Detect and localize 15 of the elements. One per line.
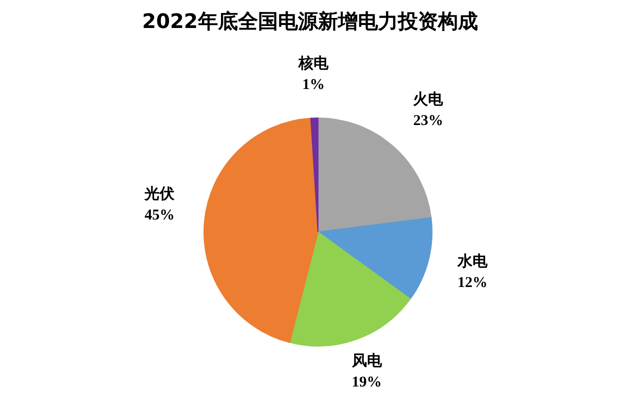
slice-label: 风电	[350, 351, 383, 370]
data-label: 12%	[457, 274, 488, 291]
pie-slice	[310, 118, 318, 232]
slice-label: 核电	[297, 54, 330, 72]
chart-title: 2022年底全国电源新增电力投资构成	[142, 9, 478, 33]
data-label: 45%	[144, 207, 175, 224]
pie-slice	[289, 232, 411, 346]
slice-label: 光伏	[144, 184, 176, 202]
pie-slice	[204, 118, 318, 343]
data-label: 19%	[352, 374, 382, 390]
pie-slice	[318, 217, 432, 300]
slice-label: 火电	[413, 90, 444, 108]
data-label: 1%	[302, 77, 325, 94]
slice-label: 水电	[456, 252, 488, 270]
data-label: 23%	[413, 112, 444, 129]
